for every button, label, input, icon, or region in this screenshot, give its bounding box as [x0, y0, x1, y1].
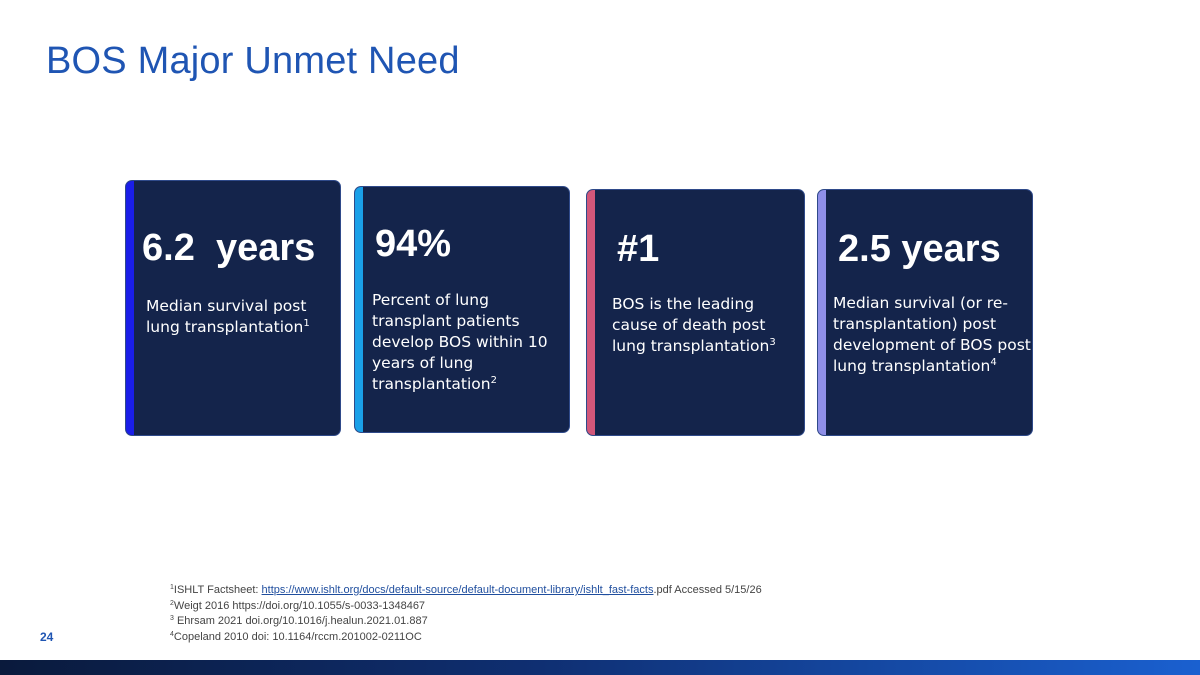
- stat-description: Median survival post lung transplantatio…: [146, 296, 326, 338]
- stat-value: #1: [617, 228, 660, 270]
- description-text: Median survival post lung transplantatio…: [146, 297, 307, 336]
- card-accent-bar: [355, 187, 363, 432]
- stat-value: 2.5 years: [838, 228, 1001, 270]
- footnote-item: 1ISHLT Factsheet: https://www.ishlt.org/…: [170, 583, 762, 599]
- stat-card-median-survival: 6.2 years Median survival post lung tran…: [125, 180, 341, 436]
- description-text: Median survival (or re-transplantation) …: [833, 294, 1031, 375]
- stat-value: 6.2 years: [142, 227, 316, 269]
- footnote-marker: 3: [170, 615, 174, 622]
- footnote-item: 4Copeland 2010 doi: 10.1164/rccm.201002-…: [170, 630, 762, 646]
- description-text: Percent of lung transplant patients deve…: [372, 291, 548, 393]
- footnote-text: Ehrsam 2021 doi.org/10.1016/j.healun.202…: [173, 615, 428, 627]
- slide-title: BOS Major Unmet Need: [46, 40, 460, 82]
- footnote-item: 2Weigt 2016 https://doi.org/10.1055/s-00…: [170, 599, 762, 615]
- reference-marker: 3: [769, 337, 776, 348]
- card-accent-bar: [818, 190, 826, 435]
- card-accent-bar: [126, 181, 134, 435]
- stat-description: BOS is the leading cause of death post l…: [612, 294, 804, 357]
- footnote-item: 3 Ehrsam 2021 doi.org/10.1016/j.healun.2…: [170, 614, 762, 630]
- page-number: 24: [40, 630, 54, 644]
- stat-description: Percent of lung transplant patients deve…: [372, 290, 552, 395]
- footnote-text: Weigt 2016 https://doi.org/10.1055/s-003…: [173, 599, 426, 612]
- reference-marker: 4: [990, 357, 997, 368]
- footer-gradient-bar: [0, 660, 1200, 675]
- factsheet-link[interactable]: https://www.ishlt.org/docs/default-sourc…: [261, 584, 654, 596]
- footnote-marker: 2: [170, 599, 174, 607]
- footnote-text: ISHLT Factsheet:: [173, 584, 262, 596]
- stat-value: 94%: [375, 223, 452, 265]
- stat-card-percent-bos: 94% Percent of lung transplant patients …: [354, 186, 570, 433]
- footnote-marker: 1: [170, 584, 174, 591]
- stat-card-bos-survival: 2.5 years Median survival (or re-transpl…: [817, 189, 1033, 436]
- card-accent-bar: [587, 190, 595, 435]
- footnote-text-suffix: .pdf Accessed 5/15/26: [653, 584, 762, 596]
- footnote-text: Copeland 2010 doi: 10.1164/rccm.201002-0…: [173, 630, 422, 643]
- footnote-marker: 4: [170, 630, 174, 638]
- description-text: BOS is the leading cause of death post l…: [612, 295, 770, 355]
- reference-marker: 2: [490, 375, 497, 386]
- stat-card-leading-cause: #1 BOS is the leading cause of death pos…: [586, 189, 805, 436]
- reference-marker: 1: [303, 318, 310, 329]
- footnotes: 1ISHLT Factsheet: https://www.ishlt.org/…: [170, 583, 762, 645]
- stat-description: Median survival (or re-transplantation) …: [833, 293, 1032, 377]
